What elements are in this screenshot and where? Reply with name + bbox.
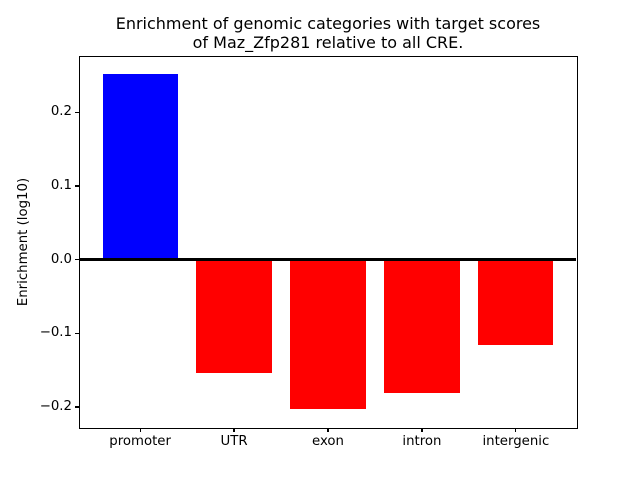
chart-title-line1: Enrichment of genomic categories with ta… [115, 14, 541, 33]
y-tickmark-0.0 [74, 259, 79, 261]
bar-exon [290, 259, 366, 409]
y-tickmark-−0.1 [74, 332, 79, 334]
bar-intron [384, 259, 460, 394]
zero-line [80, 258, 576, 262]
x-tick-label-intron: intron [402, 434, 442, 449]
y-axis-label: Enrichment (log10) [16, 177, 31, 307]
x-tickmark-UTR [233, 428, 235, 432]
x-tickmark-intron [421, 428, 423, 432]
y-tick-label-−0.2: −0.2 [39, 399, 72, 415]
y-tickmark-−0.2 [74, 406, 79, 408]
x-tick-label-intergenic: intergenic [482, 434, 550, 449]
x-tick-label-exon: exon [312, 434, 344, 449]
x-tickmark-intergenic [515, 428, 517, 432]
bar-UTR [196, 259, 272, 374]
x-tickmark-exon [327, 428, 329, 432]
y-tick-label-0.0: 0.0 [50, 251, 72, 267]
plot-area-border [78, 55, 578, 429]
chart-title: Enrichment of genomic categories with ta… [80, 14, 576, 52]
y-tickmark-0.2 [74, 111, 79, 113]
bar-promoter [102, 73, 178, 260]
chart-title-line2: of Maz_Zfp281 relative to all CRE. [192, 33, 464, 52]
x-tick-label-promoter: promoter [109, 434, 171, 449]
bar-intergenic [478, 259, 554, 346]
x-tickmark-promoter [139, 428, 141, 432]
y-tickmark-0.1 [74, 185, 79, 187]
y-tick-label-0.2: 0.2 [50, 104, 72, 120]
y-tick-label-−0.1: −0.1 [39, 325, 72, 341]
y-tick-label-0.1: 0.1 [50, 177, 72, 193]
x-tick-label-UTR: UTR [220, 434, 248, 449]
